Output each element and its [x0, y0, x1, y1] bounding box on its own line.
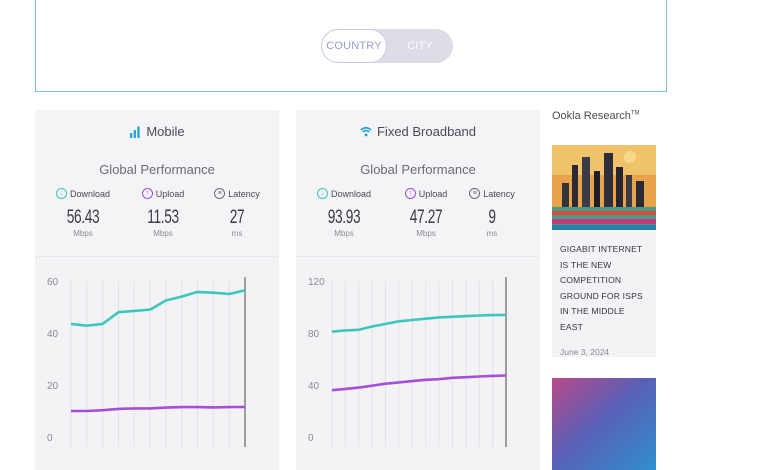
toggle-city[interactable]: CITY — [407, 40, 433, 52]
download-series-line — [331, 313, 507, 333]
article-thumbnail-image[interactable] — [552, 145, 656, 230]
toggle-country[interactable]: COUNTRY — [321, 29, 387, 63]
article-title[interactable]: GIGABIT INTERNET IS THE NEW COMPETITION … — [560, 244, 643, 332]
upload-icon: ↑ — [141, 188, 153, 199]
signal-bars-icon — [130, 126, 140, 138]
upload-metric: ↑ Upload 11.53 Mbps — [135, 188, 191, 238]
article-thumbnail-image[interactable] — [552, 378, 656, 470]
latency-icon: ≡ — [469, 188, 481, 199]
download-series-line — [70, 289, 246, 327]
research-heading: Ookla ResearchTM — [552, 110, 640, 122]
y-tick-label: 40 — [47, 329, 59, 340]
fixed-broadband-chart: 120 80 40 0 — [296, 256, 540, 470]
upload-metric: ↑ Upload 47.27 Mbps — [398, 188, 454, 238]
download-icon: ↓ — [316, 188, 328, 199]
latency-icon: ≡ — [214, 188, 226, 199]
card-subtitle: Global Performance — [360, 162, 476, 177]
mobile-line-chart: 60 40 20 0 — [47, 277, 246, 447]
country-city-toggle[interactable]: COUNTRY CITY — [321, 29, 453, 63]
download-metric: ↓ Download 56.43 Mbps — [53, 188, 113, 238]
y-tick-label: 120 — [308, 277, 325, 288]
fixed-broadband-line-chart: 120 80 40 0 — [308, 277, 507, 447]
y-tick-label: 60 — [47, 277, 59, 288]
card-title: Fixed Broadband — [296, 124, 540, 139]
y-tick-label: 40 — [308, 381, 320, 392]
mobile-card: Mobile Global Performance ↓ Download 56.4… — [35, 110, 279, 470]
mobile-chart: 60 40 20 0 — [35, 256, 279, 470]
wifi-icon — [360, 126, 372, 137]
card-subtitle: Global Performance — [99, 162, 215, 177]
download-icon: ↓ — [55, 188, 67, 199]
card-title: Mobile — [35, 124, 279, 139]
ookla-research-sidebar: Ookla ResearchTM — [552, 110, 662, 122]
latency-metric: ≡ Latency 27 ms — [209, 188, 265, 238]
fixed-broadband-card: Fixed Broadband Global Performance ↓ Down… — [296, 110, 540, 470]
latency-metric: ≡ Latency 9 ms — [464, 188, 520, 238]
download-metric: ↓ Download 93.93 Mbps — [314, 188, 374, 238]
upload-series-line — [71, 405, 246, 413]
y-tick-label: 80 — [308, 329, 320, 340]
upload-icon: ↑ — [404, 188, 416, 199]
y-tick-label: 0 — [308, 433, 314, 444]
y-tick-label: 0 — [47, 433, 53, 444]
research-article-card[interactable]: GIGABIT INTERNET IS THE NEW COMPETITION … — [552, 145, 656, 357]
location-toggle-panel: COUNTRY CITY — [35, 0, 667, 92]
y-tick-label: 20 — [47, 381, 59, 392]
upload-series-line — [331, 374, 507, 392]
article-date: June 3, 2024 — [560, 347, 610, 357]
